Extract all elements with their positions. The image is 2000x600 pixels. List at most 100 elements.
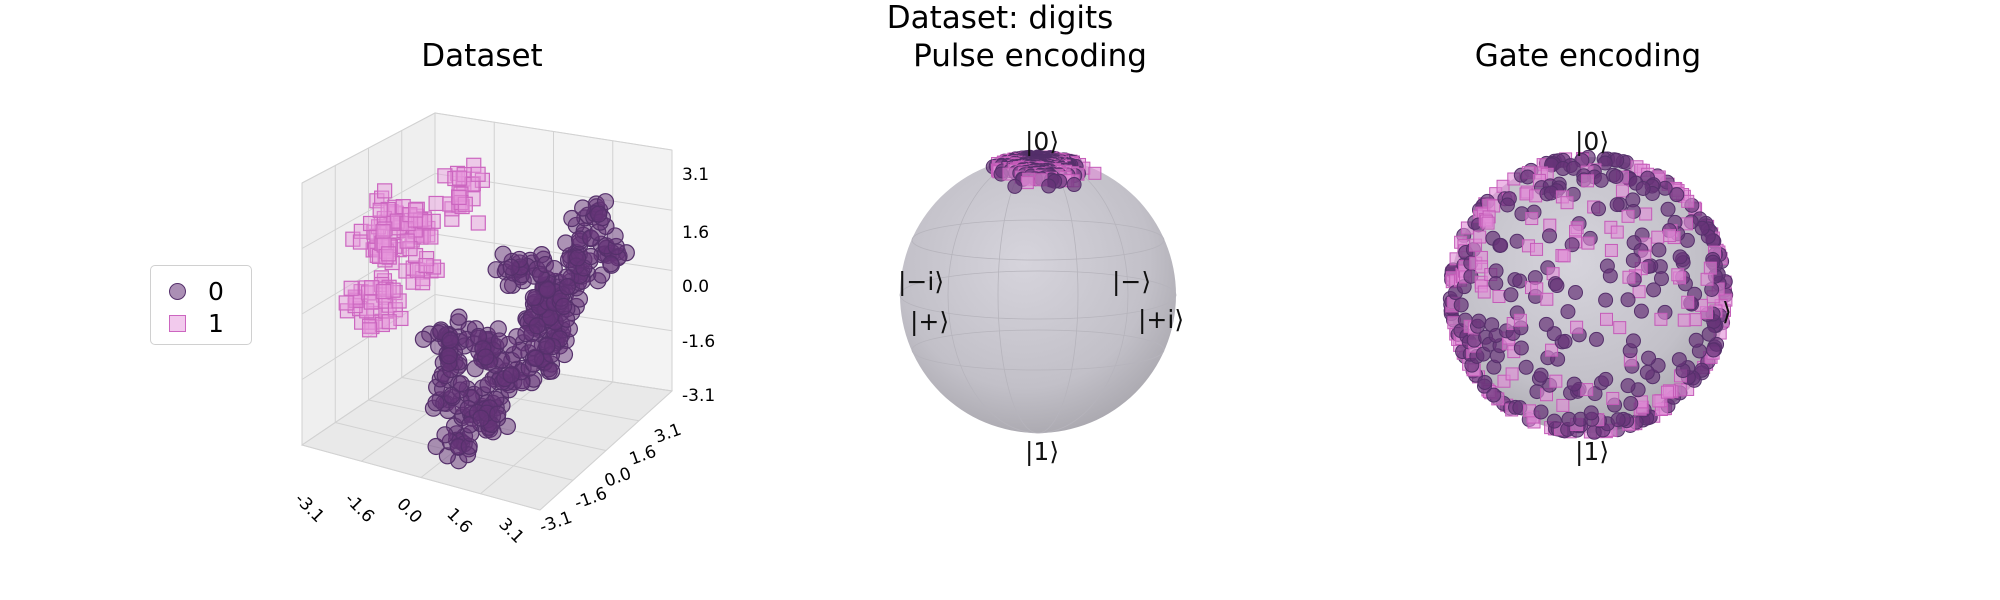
class-0-point [414, 330, 433, 348]
class-0-point [1641, 350, 1657, 366]
class-0-point [477, 348, 495, 366]
class-1-point [1481, 216, 1495, 230]
class-0-point [1503, 287, 1519, 303]
x-tick-4: 3.1 [494, 514, 527, 547]
class-1-point [1621, 209, 1635, 223]
class-0-point [436, 426, 454, 444]
gate-points [1442, 149, 1734, 440]
class-0-point [1669, 187, 1685, 203]
class-0-point [1499, 197, 1515, 213]
class-1-point [417, 214, 433, 230]
class-1-point [352, 234, 369, 250]
class-0-point [1620, 292, 1636, 308]
y-tick-2: 0.0 [602, 464, 634, 492]
class-0-point [1597, 155, 1613, 171]
x-tick-0: -3.1 [290, 489, 328, 527]
class-1-point [423, 229, 439, 245]
class-0-point [1566, 376, 1582, 392]
class-0-point [490, 332, 508, 350]
class-0-point [1646, 282, 1662, 298]
class-0-point [450, 308, 468, 326]
class-1-point [1681, 194, 1695, 208]
legend-label-1: 1 [208, 308, 224, 338]
class-0-point [563, 209, 581, 228]
class-1-point [1560, 196, 1574, 210]
class-1-point [343, 280, 359, 296]
class-0-point [602, 255, 620, 273]
class-0-point [1653, 271, 1669, 287]
class-0-point [1477, 374, 1493, 390]
class-0-point [466, 360, 484, 378]
class-1-point [399, 233, 415, 249]
gate-encoding-title: Gate encoding [1474, 38, 1702, 74]
class-0-point [502, 366, 520, 384]
class-1-point [1610, 225, 1624, 239]
class-0-point [1488, 276, 1504, 292]
class-1-point [1570, 320, 1584, 334]
class-1-point [1604, 243, 1618, 257]
legend-entry-0: 0 [169, 276, 224, 306]
ket-plus-label: |+⟩ [910, 307, 949, 336]
legend-square-marker [169, 314, 186, 332]
z-tick-2: 0.0 [682, 277, 709, 297]
class-1-point [345, 231, 361, 247]
class-0-point [1609, 197, 1625, 213]
class-1-point [361, 322, 378, 338]
class-0-point [1518, 359, 1534, 375]
class-0-point [538, 281, 556, 299]
y-tick-1: -1.6 [572, 484, 610, 514]
class-1-point [372, 202, 388, 218]
class-1-point [1549, 374, 1563, 388]
class-1-point [377, 183, 393, 199]
class-0-point [1701, 326, 1717, 342]
ket-plus-i-label: |+i⟩ [1138, 305, 1184, 334]
class-1-point [1600, 312, 1614, 326]
class-0-point [1512, 273, 1528, 289]
class-1-point [377, 221, 393, 237]
class-1-point [376, 237, 392, 253]
class-0-point [1568, 285, 1584, 301]
class-0-point [558, 278, 577, 296]
class-0-point [502, 258, 520, 276]
class-1-point [1525, 212, 1539, 226]
class-0-point [555, 297, 573, 316]
class-0-point [1635, 180, 1651, 196]
class-1-point [414, 275, 431, 291]
class-1-point [428, 195, 444, 212]
class-1-point [425, 213, 441, 229]
class-0-point [1598, 371, 1614, 387]
class-1-point [1700, 272, 1714, 286]
class-1-point [409, 262, 425, 278]
class-1-point [376, 283, 392, 300]
class-0-point [441, 331, 459, 349]
class-0-point [528, 317, 546, 335]
class-0-point [568, 249, 587, 267]
ket-1-label: |1⟩ [1025, 437, 1059, 466]
class-1-point [452, 170, 468, 186]
dataset-title: Dataset [421, 38, 543, 74]
class-1-point [1688, 313, 1702, 327]
class-1-point [1651, 230, 1665, 244]
pulse-points [985, 149, 1102, 194]
class-0-point [1007, 178, 1023, 194]
class-1-point [1540, 292, 1554, 306]
class-1-point [1606, 391, 1620, 405]
legend: 0 1 [150, 265, 252, 345]
class-0-point [1542, 228, 1558, 244]
class-0-point [1602, 268, 1618, 284]
z-tick-4: -3.1 [682, 386, 715, 406]
class-1-point [1473, 230, 1487, 244]
class-0-point [479, 376, 497, 394]
class-0-point [543, 362, 561, 380]
ket-minus-i-label: |−i⟩ [898, 267, 944, 296]
z-tick-1: 1.6 [682, 223, 709, 243]
class-1-point [1556, 398, 1570, 412]
class-1-point [393, 310, 409, 327]
class-0-point [1625, 252, 1641, 268]
class-0-point [1706, 342, 1722, 358]
class-0-point [1623, 396, 1639, 412]
class-0-point [1688, 332, 1704, 348]
class-0-point [1520, 169, 1536, 185]
class-1-point [470, 166, 486, 182]
